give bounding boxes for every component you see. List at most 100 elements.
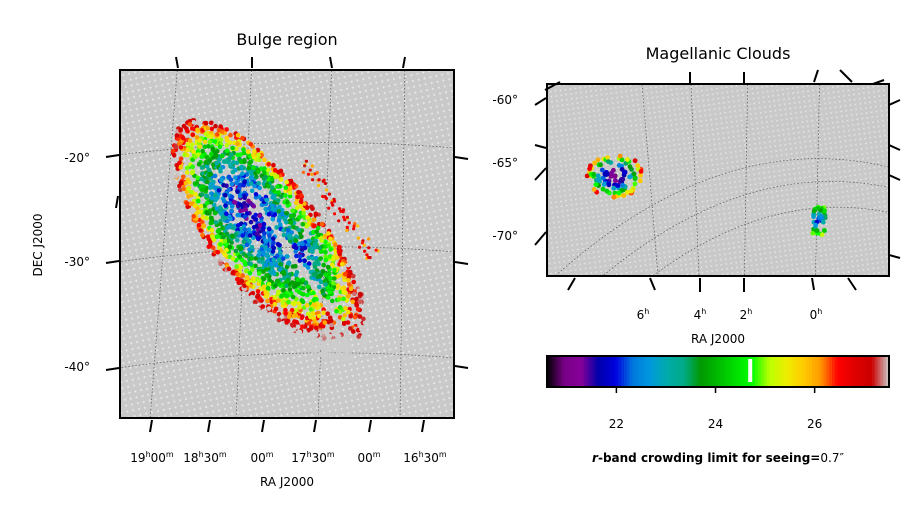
bulge-point xyxy=(323,249,328,255)
mc-tick xyxy=(534,144,547,149)
colorbar-strip xyxy=(564,356,568,387)
bulge-point xyxy=(182,152,187,157)
colorbar-strip xyxy=(792,356,796,387)
colorbar-strip xyxy=(732,356,736,387)
bulge-point xyxy=(332,276,337,281)
bulge-point xyxy=(256,271,262,276)
bulge-point xyxy=(313,270,319,276)
bulge-point xyxy=(311,178,315,182)
bulge-point xyxy=(247,233,253,238)
bulge-point xyxy=(239,164,244,170)
colorbar-strip xyxy=(877,356,882,387)
bulge-point xyxy=(281,292,287,298)
bulge-point xyxy=(231,275,236,281)
bulge-point xyxy=(288,186,293,191)
bulge-point xyxy=(294,200,299,206)
mc-xtick-label-2: 2h xyxy=(740,307,753,322)
bulge-point xyxy=(224,135,229,141)
colorbar-strip xyxy=(595,356,599,387)
colorbar-strip xyxy=(715,356,719,387)
bulge-point xyxy=(321,179,325,183)
bulge-point xyxy=(288,220,294,226)
bulge-point xyxy=(313,211,319,217)
bulge-point xyxy=(270,185,275,190)
bulge-point xyxy=(321,352,326,358)
bulge-point xyxy=(253,263,258,269)
bulge-point xyxy=(206,144,211,149)
colorbar-strip xyxy=(880,356,884,387)
bulge-point xyxy=(300,222,306,227)
bulge-point xyxy=(289,307,295,313)
bulge-point xyxy=(270,194,276,200)
bulge-point xyxy=(336,249,342,254)
bulge-point xyxy=(263,206,269,212)
bulge-point xyxy=(184,201,190,206)
bulge-point xyxy=(208,182,213,187)
bulge-point xyxy=(197,138,202,143)
bulge-point xyxy=(336,297,342,302)
bulge-point xyxy=(285,278,290,284)
colorbar-strip xyxy=(615,356,619,387)
bulge-point xyxy=(330,329,336,334)
bulge-point xyxy=(341,321,347,327)
bulge-point xyxy=(200,148,205,154)
bulge-point xyxy=(260,256,265,262)
lmc-point xyxy=(612,173,617,179)
bulge-point xyxy=(321,194,325,199)
bulge-point xyxy=(342,215,346,219)
lmc-point xyxy=(606,182,612,188)
colorbar-strip xyxy=(700,356,705,387)
lmc-point xyxy=(632,158,638,164)
bulge-point xyxy=(178,180,184,185)
bulge-point xyxy=(343,306,348,311)
bulge-point xyxy=(272,212,278,217)
bulge-point xyxy=(323,257,329,263)
bulge-point xyxy=(251,276,256,281)
bulge-point xyxy=(293,249,299,254)
bulge-point xyxy=(249,175,255,181)
bulge-point xyxy=(254,231,260,236)
bulge-point xyxy=(360,311,365,316)
bulge-point xyxy=(266,162,272,167)
bulge-grid xyxy=(120,70,454,418)
bulge-tick xyxy=(105,367,120,371)
bulge-point xyxy=(233,175,238,180)
bulge-point xyxy=(356,224,360,228)
bulge-point xyxy=(273,283,278,289)
bulge-point xyxy=(283,311,289,316)
bulge-point xyxy=(323,239,328,245)
bulge-point xyxy=(293,308,299,313)
bulge-point xyxy=(285,254,290,259)
bulge-plot-area xyxy=(120,70,454,418)
bulge-point xyxy=(242,214,248,219)
colorbar-strip xyxy=(840,356,844,387)
bulge-point xyxy=(302,262,308,268)
bulge-point xyxy=(326,243,332,248)
bulge-point xyxy=(297,258,303,263)
bulge-point xyxy=(361,326,367,332)
bulge-point xyxy=(367,237,371,241)
bulge-point xyxy=(218,166,223,172)
bulge-point xyxy=(271,257,276,263)
lmc-point xyxy=(615,183,621,189)
bulge-point xyxy=(218,124,223,129)
bulge-point xyxy=(224,142,230,148)
bulge-point xyxy=(274,225,280,230)
bulge-point xyxy=(341,290,347,295)
bulge-point xyxy=(328,352,334,358)
bulge-point xyxy=(352,291,357,297)
bulge-point xyxy=(318,273,324,278)
bulge-point xyxy=(346,273,352,279)
colorbar-strip xyxy=(740,356,745,387)
bulge-point xyxy=(267,226,272,232)
colorbar-strip xyxy=(871,356,876,387)
mc-dec-gridline xyxy=(554,158,889,276)
bulge-point xyxy=(242,201,247,207)
bulge-point xyxy=(345,309,351,315)
bulge-point xyxy=(270,249,276,254)
bulge-point xyxy=(284,211,290,216)
lmc-point xyxy=(584,173,590,179)
mc-xtick-label-0: 6h xyxy=(637,307,650,322)
bulge-point xyxy=(315,225,321,231)
bulge-point xyxy=(361,316,366,322)
